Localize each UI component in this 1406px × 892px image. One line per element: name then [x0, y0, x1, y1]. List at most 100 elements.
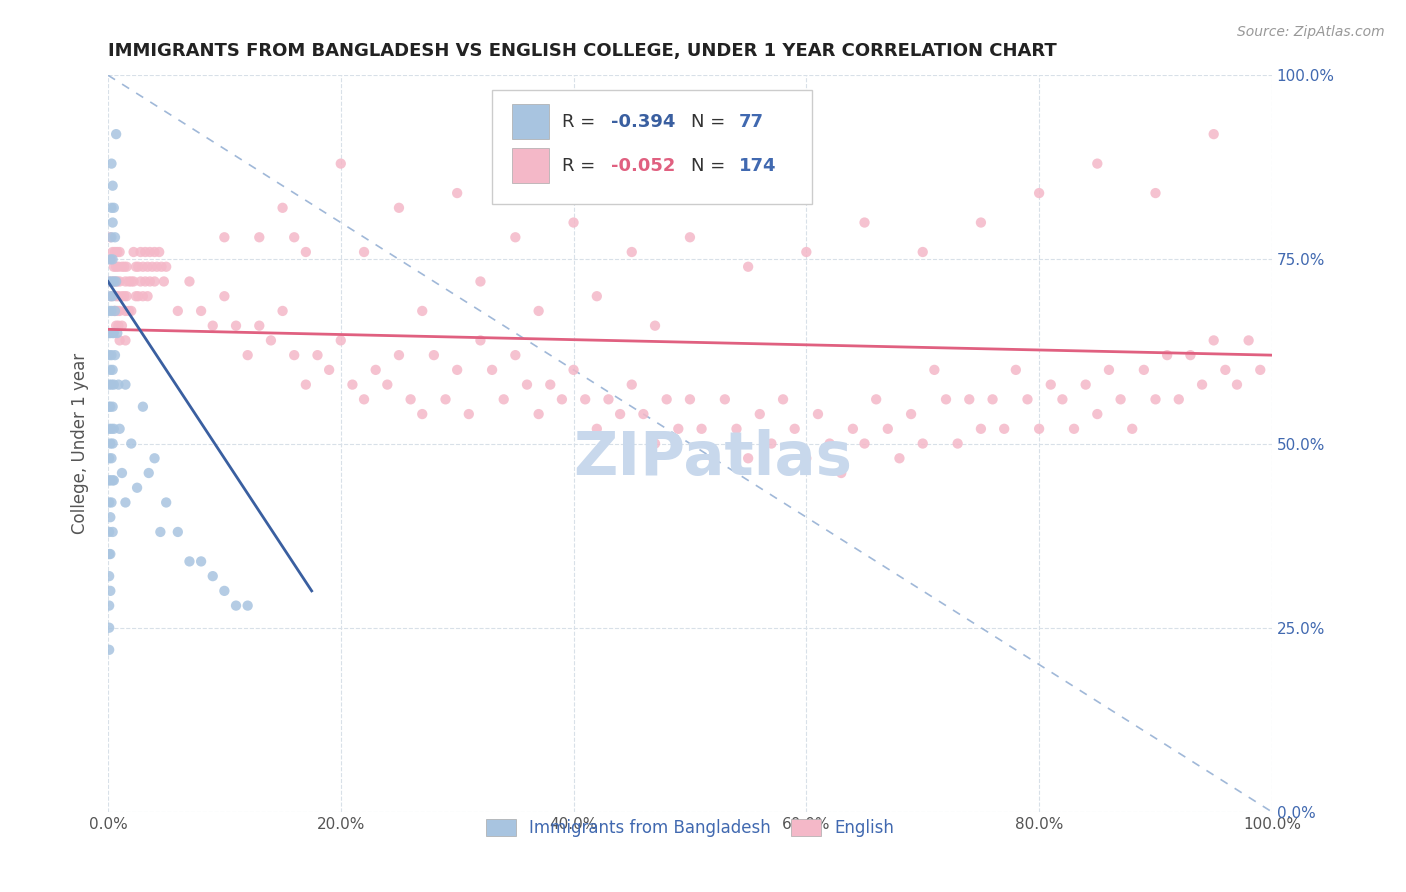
Point — [127, 289, 149, 303]
Point — [98, 252, 121, 267]
Point — [1074, 377, 1097, 392]
Point — [132, 289, 155, 303]
Point — [98, 583, 121, 598]
Point — [201, 569, 224, 583]
Point — [748, 407, 770, 421]
Point — [388, 348, 411, 362]
Point — [98, 400, 121, 414]
Point — [329, 334, 352, 348]
Point — [1180, 348, 1202, 362]
Point — [1167, 392, 1189, 407]
FancyBboxPatch shape — [512, 148, 550, 184]
Point — [127, 260, 149, 274]
Point — [108, 245, 131, 260]
Point — [1039, 377, 1062, 392]
Point — [98, 230, 121, 244]
Point — [132, 260, 155, 274]
Legend: Immigrants from Bangladesh, English: Immigrants from Bangladesh, English — [479, 813, 901, 844]
Point — [946, 436, 969, 450]
Point — [120, 275, 142, 289]
Point — [830, 466, 852, 480]
Point — [108, 304, 131, 318]
Point — [105, 318, 128, 333]
Point — [138, 466, 160, 480]
Point — [98, 495, 121, 509]
Point — [609, 407, 631, 421]
Point — [1028, 186, 1050, 200]
Point — [1226, 377, 1249, 392]
Point — [666, 422, 689, 436]
Point — [98, 304, 121, 318]
Point — [179, 275, 201, 289]
Point — [911, 245, 934, 260]
Point — [115, 289, 138, 303]
Point — [104, 304, 127, 318]
Point — [247, 230, 270, 244]
Point — [981, 392, 1004, 407]
Point — [644, 436, 666, 450]
Point — [470, 334, 492, 348]
Point — [470, 275, 492, 289]
Point — [853, 436, 876, 450]
Point — [794, 245, 817, 260]
Text: 174: 174 — [738, 157, 776, 175]
Point — [114, 334, 136, 348]
Point — [134, 245, 156, 260]
Point — [98, 377, 121, 392]
Point — [103, 474, 125, 488]
Point — [103, 275, 125, 289]
Point — [103, 201, 125, 215]
Point — [103, 326, 125, 340]
Point — [101, 289, 124, 303]
Point — [307, 348, 329, 362]
Point — [98, 599, 121, 613]
Point — [143, 245, 166, 260]
Point — [100, 377, 122, 392]
Point — [105, 245, 128, 260]
Point — [98, 547, 121, 561]
Point — [260, 334, 283, 348]
Point — [114, 275, 136, 289]
Point — [104, 348, 127, 362]
Point — [714, 392, 737, 407]
Point — [101, 326, 124, 340]
Point — [98, 363, 121, 377]
Point — [388, 201, 411, 215]
Point — [104, 230, 127, 244]
Point — [101, 474, 124, 488]
Point — [690, 422, 713, 436]
Point — [842, 422, 865, 436]
Point — [98, 547, 121, 561]
Point — [423, 348, 446, 362]
Point — [98, 451, 121, 466]
Point — [101, 275, 124, 289]
Text: N =: N = — [692, 112, 731, 130]
Point — [457, 407, 479, 421]
Point — [446, 186, 468, 200]
Point — [108, 275, 131, 289]
Point — [434, 392, 457, 407]
Point — [105, 127, 128, 141]
Point — [492, 392, 515, 407]
Point — [574, 392, 596, 407]
Point — [100, 304, 122, 318]
Point — [1063, 422, 1085, 436]
Point — [562, 215, 585, 229]
Text: -0.052: -0.052 — [610, 157, 675, 175]
Point — [98, 326, 121, 340]
Point — [190, 554, 212, 568]
Point — [900, 407, 922, 421]
FancyBboxPatch shape — [492, 90, 813, 204]
Point — [295, 377, 318, 392]
Point — [1202, 334, 1225, 348]
Point — [146, 260, 169, 274]
Point — [111, 289, 134, 303]
Point — [98, 326, 121, 340]
Text: ZIPatlas: ZIPatlas — [574, 429, 852, 488]
Point — [1215, 363, 1237, 377]
Point — [98, 642, 121, 657]
Point — [1005, 363, 1028, 377]
Point — [132, 400, 155, 414]
Point — [100, 275, 122, 289]
Point — [108, 422, 131, 436]
